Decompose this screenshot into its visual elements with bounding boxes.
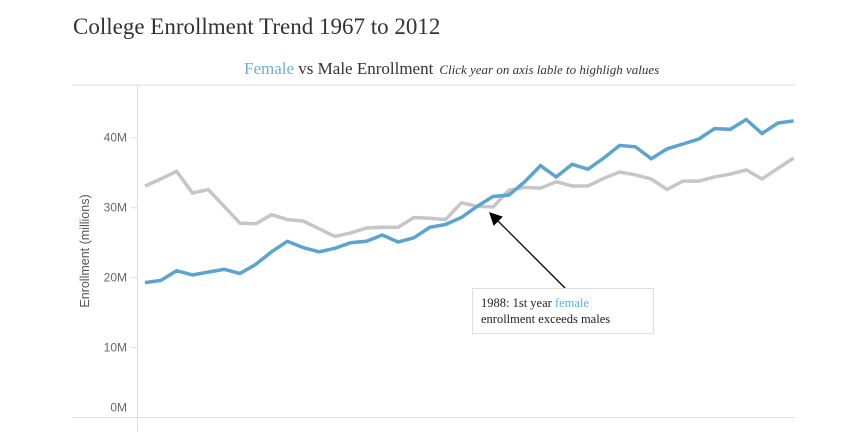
y-tick-label: 10M [104,341,127,355]
y-axis-label: Enrollment (millions) [78,194,92,307]
male-series-line [144,156,795,239]
female-legend-label: Female [244,59,295,78]
y-tick-label: 30M [104,201,127,215]
subtitle-rest: vs Male Enrollment [294,59,434,78]
annotation-arrow [489,212,566,289]
chart-title: College Enrollment Trend 1967 to 2012 [73,14,441,39]
y-tick-label: 20M [104,271,127,285]
y-tick-label: 40M [104,131,127,145]
subtitle-hint: Click year on axis lable to highligh val… [439,62,660,77]
y-tick-label: 0M [110,401,127,415]
annotation-text-2: enrollment exceeds males [481,312,611,326]
annotation-highlight: female [554,296,589,310]
annotation-box: 1988: 1st year female enrollment exceeds … [472,288,654,334]
annotation-text: 1988: 1st year [481,296,555,310]
chart-subtitle: Female vs Male Enrollment Click year on a… [244,59,659,79]
female-series-line [144,117,794,285]
